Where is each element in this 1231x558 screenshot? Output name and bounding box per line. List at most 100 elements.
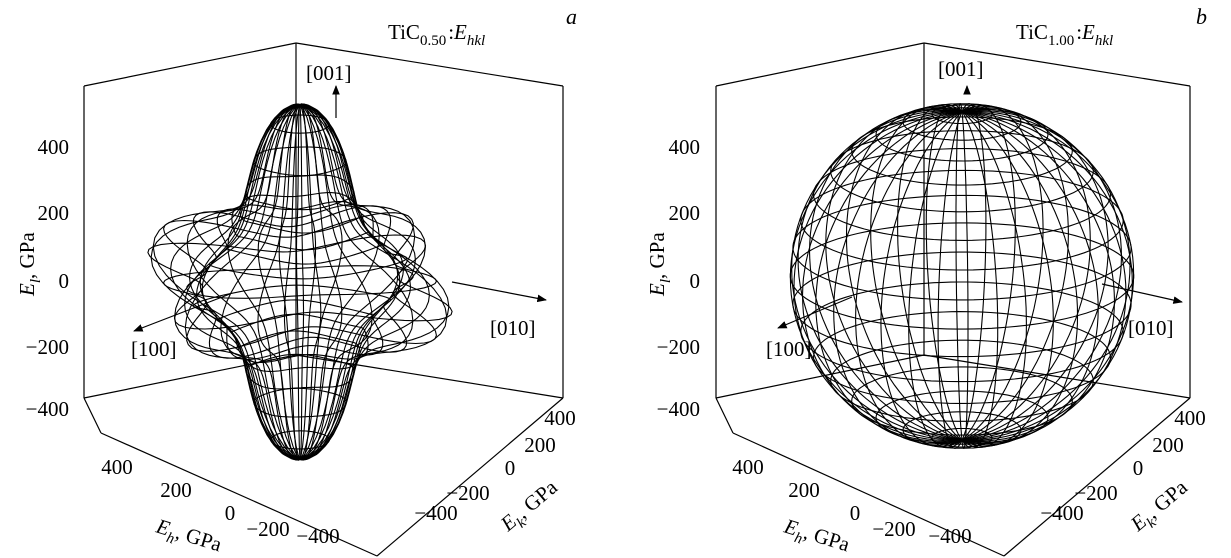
x-tick-label: 0 [850,501,861,525]
surface-parallel [192,284,408,359]
direction-label-001-a: [001] [306,61,352,85]
surface-meridian [961,111,969,450]
surface-parallel [253,387,347,418]
direction-label-100-b: [100] [766,337,812,361]
y-tick-label: 0 [505,456,516,480]
y-tick-label: 400 [544,406,576,430]
y-axis-label-b: Ek, GPa [1125,474,1196,540]
z-tick-label: 0 [59,269,70,293]
surface-meridian [201,104,301,460]
y-tick-label: −200 [446,481,489,505]
surface-meridian [299,103,380,460]
y-tick-label: 200 [1152,433,1184,457]
z-tick-label: 400 [669,135,701,159]
x-axis-label-a: Eh, GPa [151,514,225,558]
surface-parallel [875,107,1049,162]
surface-meridian [299,104,414,460]
x-tick-label: −200 [246,517,289,541]
chart-title-b: TiC1.00:Ehkl [1016,20,1113,49]
z-tick-label: −400 [657,397,700,421]
x-tick-label: 0 [225,501,236,525]
direction-arrow-right [451,281,547,303]
surface-meridian [220,104,301,461]
surface-meridian [295,103,301,460]
surface-parallel [192,205,408,280]
surface-parallel [931,104,993,125]
surface-meridian [299,104,305,461]
surface-parallel [245,174,355,211]
surface-meridian [908,111,963,449]
direction-label-100-a: [100] [131,337,177,361]
chart-title-a: TiC0.50:Ehkl [388,20,485,49]
y-tick-label: 400 [1174,406,1206,430]
surface-parallel [216,299,384,360]
surface-meridian [257,103,301,460]
surface-meridian [299,104,343,461]
surface-meridian [961,107,1091,441]
z-axis-label-a: El, GPa [15,232,44,297]
x-tick-label: 400 [732,455,764,479]
direction-label-001-b: [001] [938,57,984,81]
direction-label-010-b: [010] [1128,316,1174,340]
surface-parallel [162,265,437,352]
y-tick-label: −400 [414,501,457,525]
z-tick-label: −200 [26,335,69,359]
surface-meridian [961,111,1079,446]
surface-parallel [253,146,347,177]
surface-parallel [231,200,369,251]
surface-parallel [239,192,361,234]
surface-parallel [231,313,369,364]
y-axis-label-a: Ek, GPa [495,474,566,540]
surface-meridian [184,104,301,460]
surface-mesh-b [789,102,1135,450]
surface-meridian [299,104,416,460]
surface-parallel [270,114,330,134]
direction-arrow-right [1101,283,1183,304]
x-tick-label: −200 [872,517,915,541]
surface-meridian [855,111,963,446]
z-tick-label: 0 [690,269,701,293]
x-tick-label: 400 [101,455,133,479]
z-tick-label: 200 [38,201,70,225]
surface-parallel [813,311,1111,404]
surface-parallel [792,194,1132,301]
surface-meridian [937,111,963,449]
y-tick-label: 200 [524,433,556,457]
y-tick-label: 0 [1133,456,1144,480]
surface-parallel [902,103,1022,141]
surface-meridian [299,104,399,460]
surface-meridian [791,110,963,441]
surface-parallel [830,339,1094,422]
y-tick-label: −400 [1040,501,1083,525]
direction-label-010-a: [010] [490,316,536,340]
z-tick-label: 200 [669,201,701,225]
surface-parallel [789,222,1135,330]
surface-parallel [830,130,1094,213]
surface-parallel [800,281,1124,383]
surface-parallel [216,204,384,265]
x-tick-label: −400 [296,524,339,548]
surface-meridian [961,106,1069,441]
z-axis-label-b: El, GPa [645,232,674,297]
z-tick-label: −400 [26,397,69,421]
surface-parallel [851,366,1073,436]
x-axis-label-b: Eh, GPa [779,514,853,558]
surface-parallel [239,330,361,372]
direction-arrow-left [133,293,231,332]
x-tick-label: −400 [928,524,971,548]
x-tick-label: 200 [160,478,192,502]
z-tick-label: 400 [38,135,70,159]
surface-meridian [833,111,963,445]
surface-parallel [792,251,1132,358]
surface-mesh-a [147,102,453,462]
surface-parallel [147,234,453,330]
surface-parallel [931,427,993,448]
surface-meridian [961,111,1133,442]
direction-arrow-left [777,296,853,329]
surface-meridian [955,102,963,441]
bounding-box-a [83,42,564,557]
y-tick-label: −200 [1074,481,1117,505]
